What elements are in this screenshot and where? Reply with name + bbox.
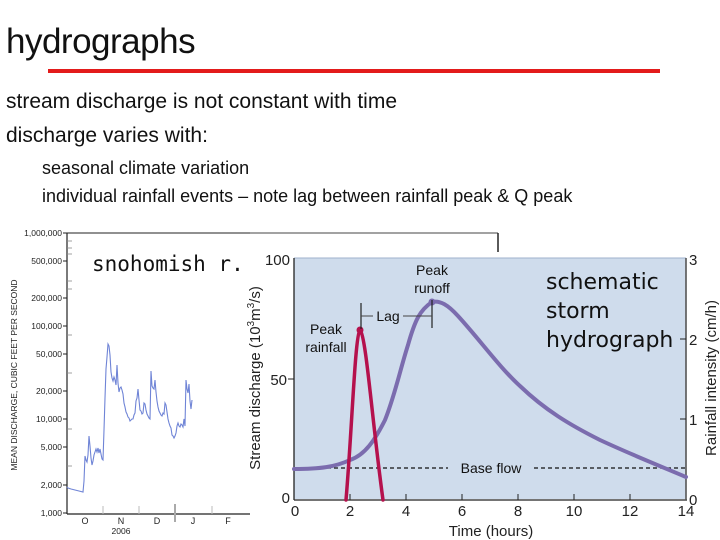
year-label: 2006 xyxy=(112,526,131,536)
y-tick: 50,000 xyxy=(36,349,62,359)
y-tick: 0 xyxy=(282,490,290,507)
slide-title: hydrographs xyxy=(6,22,196,61)
peak-runoff-label: Peak xyxy=(416,262,449,278)
base-flow-label: Base flow xyxy=(461,460,523,476)
x-tick: 0 xyxy=(291,503,299,520)
y-tick: 1,000,000 xyxy=(24,228,62,238)
plot-area xyxy=(294,258,686,499)
y-tick: 100 xyxy=(265,252,290,269)
x-tick: 12 xyxy=(622,503,639,520)
sub-bullet-2: individual rainfall events – note lag be… xyxy=(42,186,573,206)
x-tick: N xyxy=(118,516,125,526)
y-tick: 1,000 xyxy=(41,508,63,518)
discharge-curve xyxy=(292,299,688,479)
peak-rainfall-marker xyxy=(356,326,364,334)
peak-runoff-label-2: runoff xyxy=(414,280,450,296)
y-axis-label: Stream discharge (103m3/s) xyxy=(246,286,264,470)
y-tick: 50 xyxy=(270,372,287,389)
title-underline xyxy=(48,69,660,73)
x-tick: J xyxy=(191,516,196,526)
y2-tick: 0 xyxy=(689,492,697,509)
y-tick: 100,000 xyxy=(31,321,62,331)
x-tick: 2 xyxy=(346,503,354,520)
snohomish-chart: 1,000,000 500,000 200,000 100,000 50,000… xyxy=(9,228,250,536)
x-tick: 6 xyxy=(458,503,466,520)
y-axis-label: MEAN DISCHARGE, CUBIC FEET PER SECOND xyxy=(9,279,19,470)
y-tick: 5,000 xyxy=(41,442,63,452)
schematic-line-1: schematic xyxy=(546,270,659,295)
discharge-line xyxy=(66,341,193,493)
y-tick: 20,000 xyxy=(36,386,62,396)
x-tick: F xyxy=(225,516,231,526)
y-tick: 10,000 xyxy=(36,414,62,424)
x-tick: 8 xyxy=(514,503,522,520)
x-tick: 10 xyxy=(566,503,583,520)
y2-tick: 3 xyxy=(689,252,697,269)
y2-axis-label: Rainfall intensity (cm/h) xyxy=(703,300,720,456)
x-tick: O xyxy=(81,516,88,526)
x-tick: D xyxy=(154,516,161,526)
x-axis-label: Time (hours) xyxy=(449,523,533,540)
y-tick: 200,000 xyxy=(31,293,62,303)
x-tick: 4 xyxy=(402,503,410,520)
peak-rainfall-label-2: rainfall xyxy=(305,339,346,355)
y2-tick: 1 xyxy=(689,412,697,429)
schematic-storm-hydrograph-label: schematic storm hydrograph xyxy=(546,268,673,355)
y-tick: 500,000 xyxy=(31,256,62,266)
y2-tick: 2 xyxy=(689,332,697,349)
schematic-line-2: storm xyxy=(546,299,610,324)
peak-rainfall-label: Peak xyxy=(310,321,343,337)
sub-bullet-1: seasonal climate variation xyxy=(42,158,250,178)
x-tick: 14 xyxy=(678,503,695,520)
storm-hydrograph-chart: 100 50 0 Stream discharge (103m3/s) 3 2 … xyxy=(246,232,720,540)
y-tick: 2,000 xyxy=(41,480,63,490)
schematic-line-3: hydrograph xyxy=(546,328,674,353)
bullet-1: stream discharge is not constant with ti… xyxy=(6,90,398,113)
lag-label: Lag xyxy=(376,308,399,324)
bullet-2: discharge varies with: xyxy=(6,124,208,147)
snohomish-label: snohomish r. xyxy=(92,252,244,276)
